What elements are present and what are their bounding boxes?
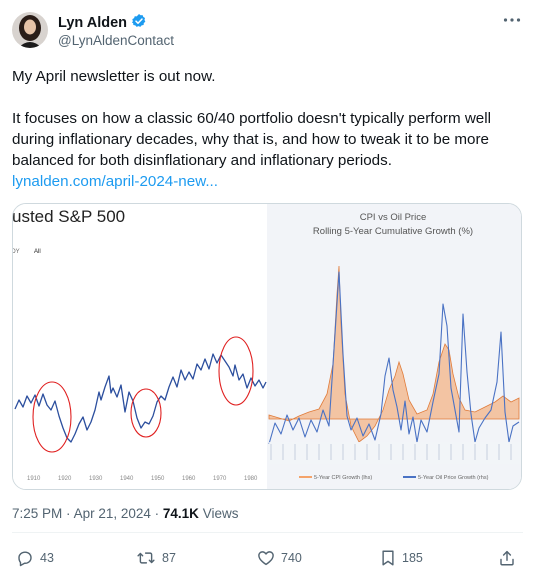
- cpi-growth-area: [268, 265, 520, 443]
- repost-icon: [137, 552, 155, 564]
- left-x-tick: 1920: [58, 476, 72, 482]
- bookmark-icon: [382, 550, 394, 566]
- right-chart-title: CPI vs Oil Price: [360, 212, 427, 223]
- tweet-line-1: My April newsletter is out now.: [12, 68, 216, 85]
- share-icon: [500, 550, 514, 566]
- reply-button[interactable]: 43: [16, 549, 54, 567]
- views-label: Views: [202, 506, 239, 521]
- left-chart-line: [14, 353, 267, 443]
- action-bar: 43 87 740 185: [0, 544, 535, 574]
- left-x-tick: 1980: [244, 476, 258, 482]
- verified-badge-icon: [131, 13, 147, 33]
- oil-growth-line: [268, 271, 520, 445]
- reply-count: 43: [40, 551, 54, 565]
- bookmark-count: 185: [402, 551, 423, 565]
- left-x-tick: 1940: [120, 476, 134, 482]
- like-button[interactable]: 740: [257, 549, 302, 567]
- share-button[interactable]: [498, 549, 516, 567]
- tweet-time[interactable]: 7:25 PM: [12, 506, 63, 521]
- left-x-tick: 1950: [151, 476, 165, 482]
- cpi-legend-label: 5-Year CPI Growth (lhs): [314, 475, 372, 481]
- oil-legend-label: 5-Year Oil Price Growth (rhs): [418, 475, 489, 481]
- highlight-circle-2: [130, 388, 162, 438]
- left-range-tab-2[interactable]: All: [34, 249, 41, 255]
- highlight-circle-3: [218, 336, 254, 406]
- tweet-image[interactable]: usted S&P 500 OY All 1910 1920 1930 1940…: [12, 203, 522, 490]
- views-count: 74.1K: [162, 506, 199, 521]
- highlight-circle-1: [32, 381, 72, 453]
- repost-button[interactable]: 87: [136, 549, 176, 567]
- author-name[interactable]: Lyn Alden: [58, 13, 147, 33]
- repost-count: 87: [162, 551, 176, 565]
- meta-separator: ·: [66, 506, 71, 521]
- left-x-tick: 1910: [27, 476, 41, 482]
- left-chart-title: usted S&P 500: [13, 207, 125, 226]
- author-name-text[interactable]: Lyn Alden: [58, 15, 128, 31]
- avatar[interactable]: [12, 12, 48, 48]
- reply-icon: [18, 551, 32, 567]
- left-x-tick: 1970: [213, 476, 227, 482]
- like-count: 740: [281, 551, 302, 565]
- divider: [12, 532, 523, 533]
- newsletter-link[interactable]: lynalden.com/april-2024-new...: [12, 173, 218, 190]
- bookmark-button[interactable]: 185: [380, 549, 423, 567]
- left-x-tick: 1960: [182, 476, 196, 482]
- chart-composite-image: usted S&P 500 OY All 1910 1920 1930 1940…: [13, 204, 521, 489]
- left-range-tab-1[interactable]: OY: [13, 249, 20, 255]
- tweet-date[interactable]: Apr 21, 2024: [73, 506, 151, 521]
- author-handle[interactable]: @LynAldenContact: [58, 33, 175, 48]
- right-chart-subtitle: Rolling 5-Year Cumulative Growth (%): [313, 226, 473, 237]
- left-x-tick: 1930: [89, 476, 103, 482]
- tweet-text: My April newsletter is out now. It focus…: [12, 66, 524, 192]
- heart-icon: [258, 551, 274, 566]
- more-options-icon[interactable]: [502, 11, 522, 29]
- meta-separator: ·: [154, 506, 160, 521]
- tweet-line-2: It focuses on how a classic 60/40 portfo…: [12, 110, 492, 169]
- tweet-meta: 7:25 PM · Apr 21, 2024 · 74.1K Views: [12, 506, 238, 521]
